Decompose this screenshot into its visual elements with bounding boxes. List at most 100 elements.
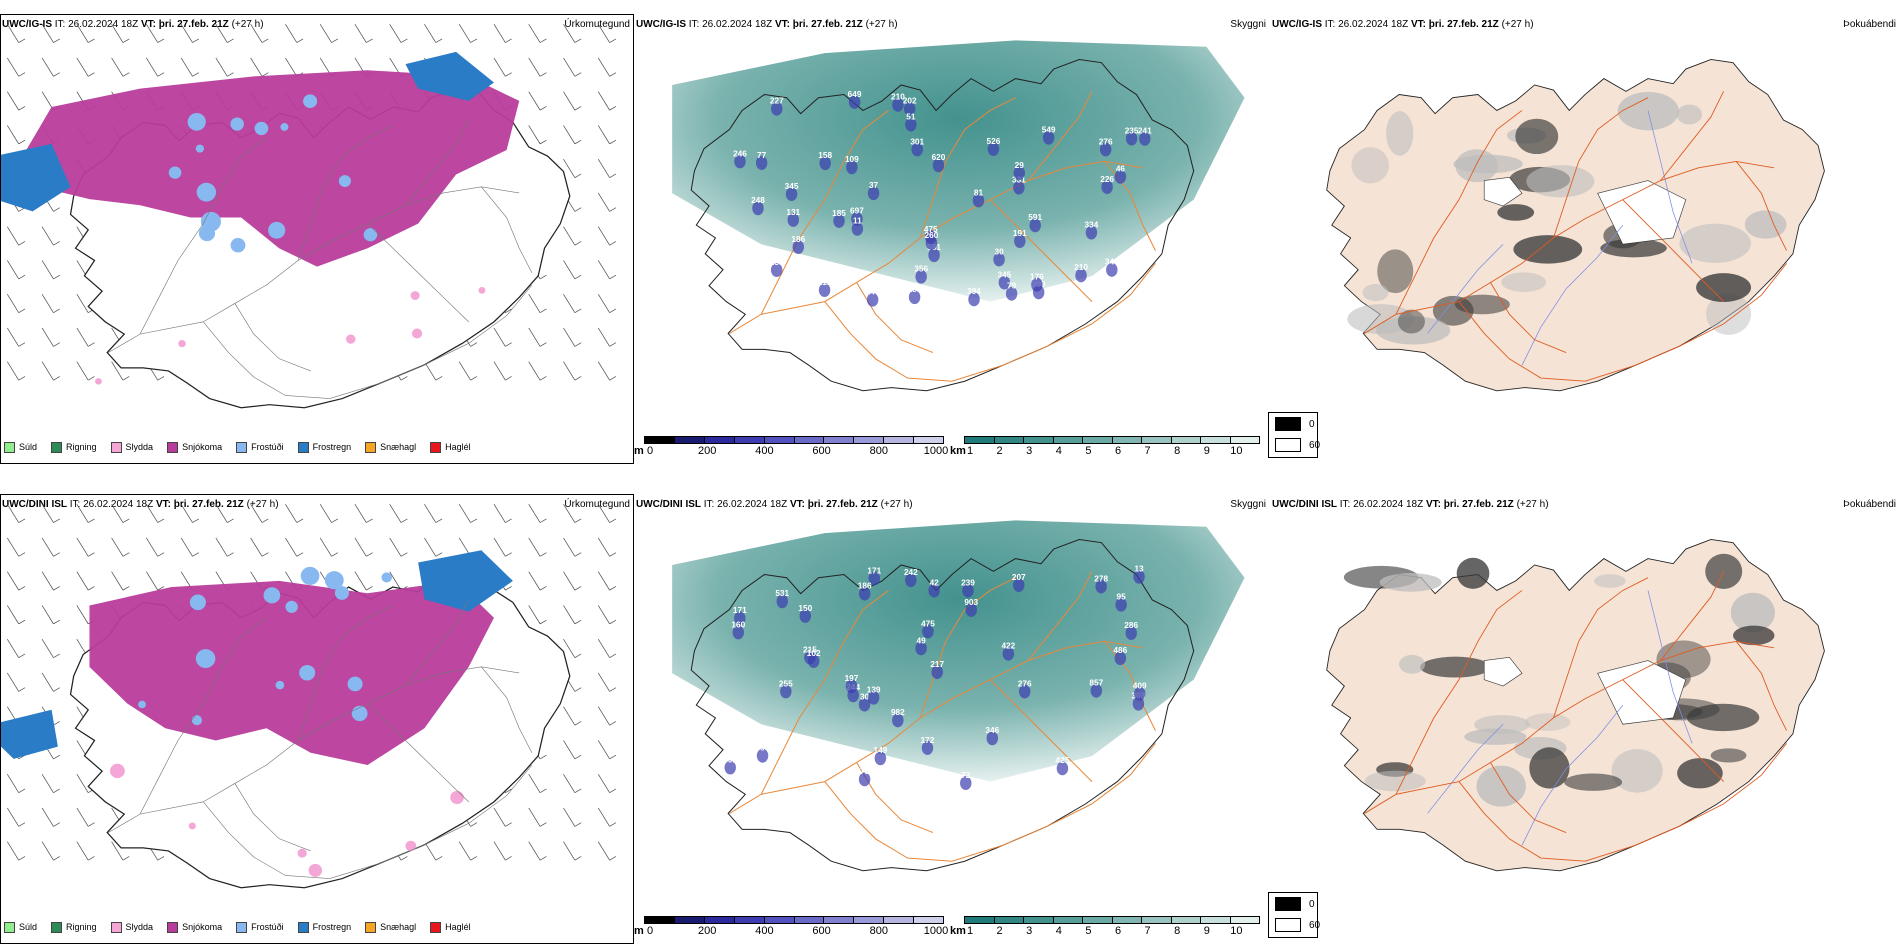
valid-time: þri. 27.feb. 21Z [173,499,244,510]
precip-legend-item: Rigning [51,921,97,933]
visibility-map[interactable]: 9822448574752551972153962864861725313033… [634,514,1270,909]
sleet-spot [110,763,125,779]
precip-legend-item: Haglél [430,441,471,453]
high-terrain-spot [968,292,980,307]
peak-elevation-label: 172 [921,736,935,745]
row1-precip-panel: UWC/IG-IS IT: 26.02.2024 18Z VT: þri. 27… [0,14,634,464]
freezing-drizzle-spot [230,238,246,253]
peak-elevation-label: 227 [770,97,784,106]
precip-legend-swatch [236,441,248,453]
high-terrain-spot [915,641,927,656]
high-terrain-spot [851,211,863,226]
iceland-coastline [690,58,1195,392]
fog-index-cell [1455,149,1498,183]
high-terrain-spot [1125,626,1137,641]
road-line [989,679,1093,782]
peak-elevation-label: 246 [733,149,747,158]
altitude-swatch [704,437,735,443]
high-terrain-spot [986,731,999,746]
fog-index-cell [1706,293,1752,335]
precip-legend-label: Haglél [445,922,471,932]
road-line [481,186,533,273]
altitude-tick: 800 [869,925,888,937]
high-terrain-spot [833,213,845,228]
high-terrain-spot [771,101,783,116]
high-terrain-spot [858,697,871,712]
visibility-swatch [1142,917,1172,923]
altitude-swatch [764,437,795,443]
freezing-drizzle-spot [299,664,316,681]
high-terrain-spot [1099,142,1112,157]
river-line [1647,590,1693,744]
peak-elevation-label: 620 [932,153,946,162]
visibility-tick: 1 [966,925,974,937]
freezing-drizzle-spot [280,123,289,131]
fog-index-cell [1526,165,1595,198]
fog-index-cell [1730,592,1775,633]
road-line [760,590,889,795]
freezing-drizzle-spot [303,94,318,109]
peak-elevation-label: 102 [807,649,821,658]
high-terrain-spot [1114,651,1127,666]
altitude-swatch [854,437,885,443]
it-label: IT: [69,499,81,510]
high-terrain-spot [1029,218,1041,233]
freezing-drizzle-spot [334,586,349,600]
peak-elevation-label: 903 [964,598,978,607]
high-terrain-spot [1125,131,1138,146]
high-terrain-spot [998,275,1011,290]
freezing-rain-area [1,143,71,212]
visibility-strip [964,436,1260,444]
visibility-unit: km [950,925,966,937]
freezing-rain-area [405,51,494,101]
precip-legend-item: Frostregn [297,441,351,453]
visibility-tick: 8 [1174,925,1181,937]
high-terrain-spot [874,751,887,766]
glacier-area [1597,180,1687,245]
vt-label: VT: [789,499,805,510]
road-line [919,97,1016,239]
it-label: IT: [54,19,66,30]
freezing-drizzle-spot [351,705,368,722]
precip-legend-label: Snjókoma [182,922,223,932]
road-line [760,110,889,315]
visibility-map[interactable]: 3456496205495812413012761833942102184753… [634,34,1270,429]
altitude-tick: 200 [698,445,717,457]
freezing-drizzle-spot [191,715,203,726]
peak-elevation-label: 171 [733,606,747,615]
precip-type-map[interactable] [0,14,634,464]
peak-elevation-label: 241 [1138,127,1152,136]
visibility-tick: 5 [1085,445,1092,457]
precip-type-map[interactable] [0,494,634,944]
peak-elevation-label: 42 [930,578,940,587]
road-line [1553,577,1649,719]
river-line [1647,110,1693,264]
precip-legend-label: Frostúði [251,442,284,452]
freezing-drizzle-spot [200,211,222,232]
peak-elevation-label: 276 [1099,137,1113,146]
road-line [234,783,311,852]
fog-index-cell [1564,773,1623,791]
high-terrain-spot [818,283,831,298]
high-terrain-spot [866,292,879,307]
road-line [989,199,1093,302]
fog-index-map[interactable] [1270,34,1900,429]
high-terrain-spot [734,611,746,626]
fog-index-map[interactable] [1270,514,1900,909]
high-terrain-spot [892,97,904,112]
road-line [824,263,1156,382]
altitude-swatch [854,917,885,923]
lead-time: (+27 h) [1501,19,1534,30]
road-line [297,125,393,261]
visibility-unit: km [950,445,966,457]
lead-time: (+27 h) [1516,499,1549,510]
peak-elevation-label: 278 [1094,574,1108,583]
fog-index-cell [1611,749,1663,793]
visibility-tick: 10 [1230,925,1243,937]
high-terrain-spot [928,583,940,598]
high-terrain-spot [1002,646,1015,661]
row2-fog-panel: UWC/DINI ISL IT: 26.02.2024 18Z VT: þri.… [1268,494,1900,944]
panel-header: UWC/DINI ISL IT: 26.02.2024 18Z VT: þri.… [1272,498,1898,512]
fog-max-label: 60 [1309,439,1321,451]
peak-elevation-label: 29 [1015,161,1025,170]
